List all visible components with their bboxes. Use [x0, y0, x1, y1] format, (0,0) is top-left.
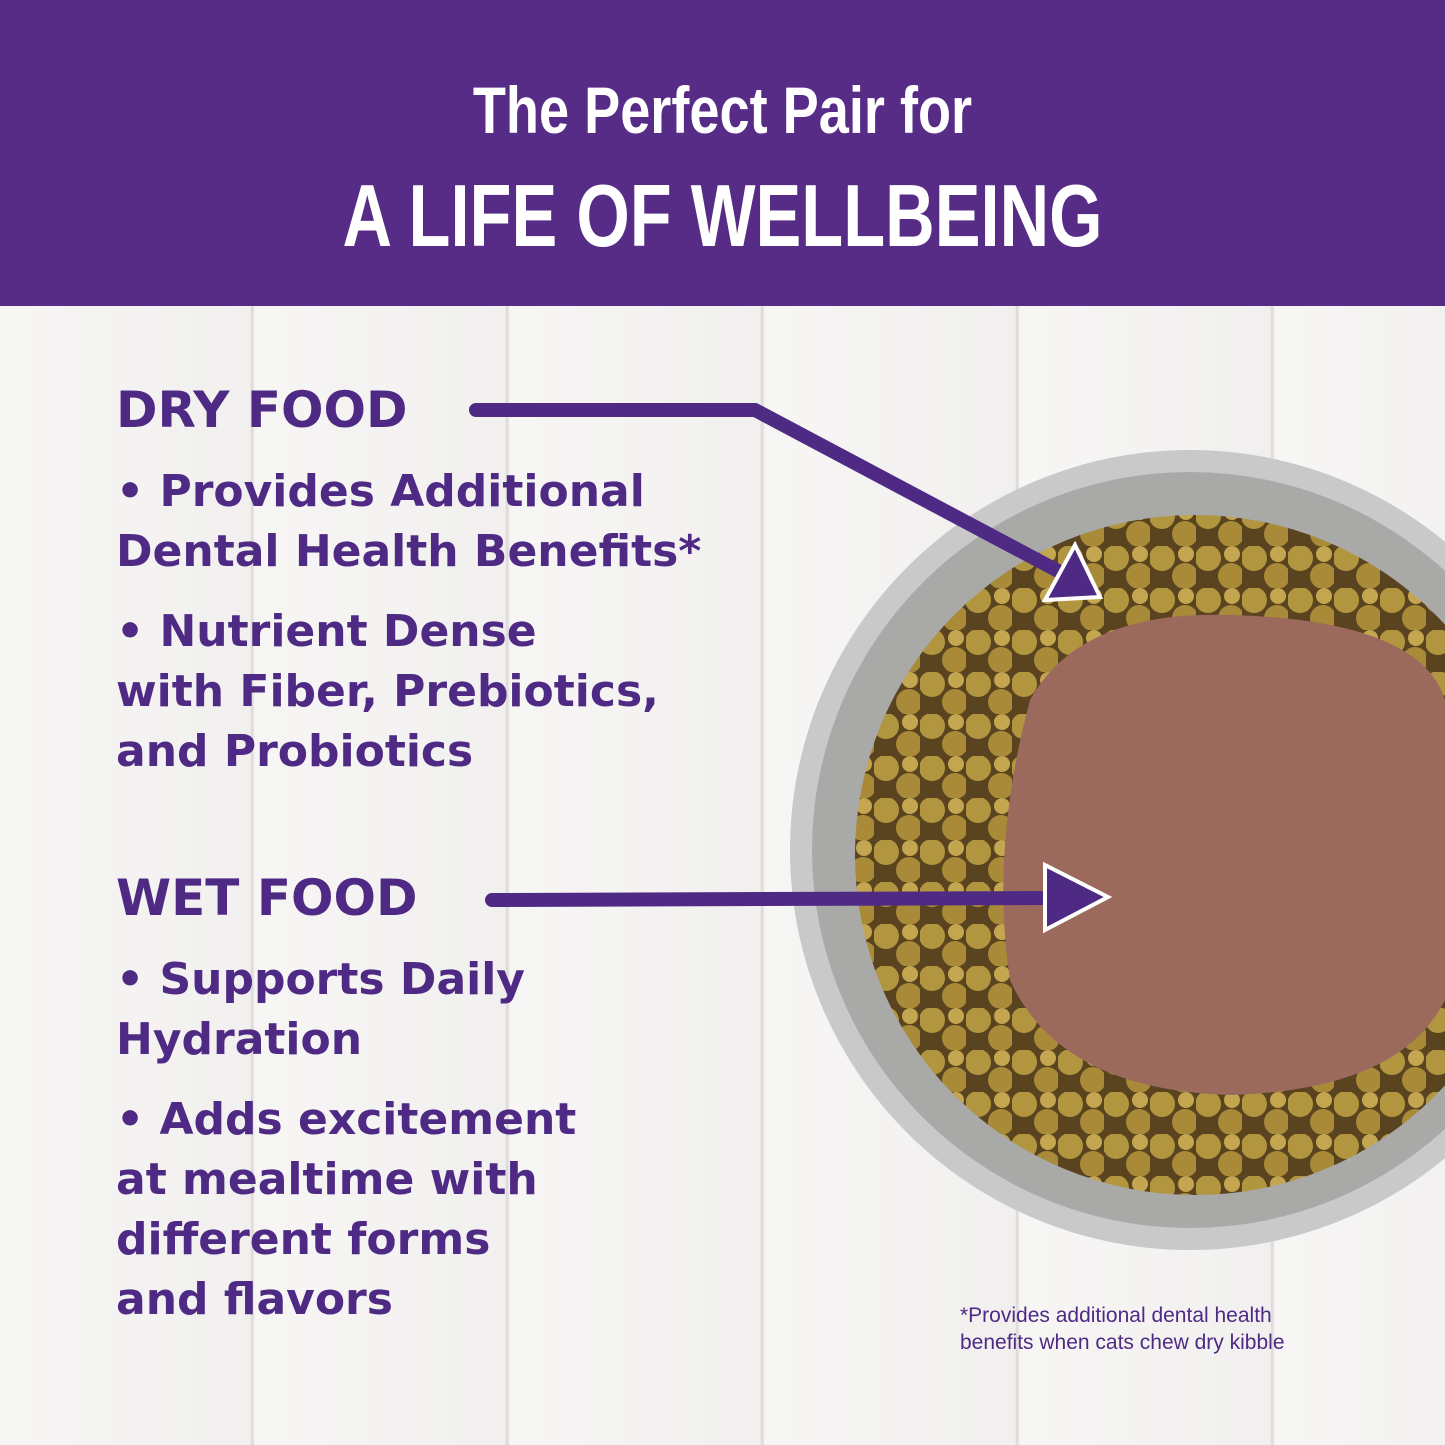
wet-food: [1003, 614, 1445, 1095]
dry-bullet-line: and Probiotics: [116, 726, 474, 777]
footnote-line: benefits when cats chew dry kibble: [960, 1331, 1285, 1354]
dry-arrowhead-icon: [1041, 540, 1104, 603]
wet-bullet-line: Hydration: [116, 1014, 363, 1065]
dry-bullet-line: • Provides Additional: [116, 466, 645, 517]
footnote-line: *Provides additional dental health: [960, 1304, 1272, 1327]
dry-bullet-line: • Nutrient Dense: [116, 606, 537, 657]
dry-bullet-line: with Fiber, Prebiotics,: [116, 666, 659, 717]
dry-food-title: DRY FOOD: [116, 381, 408, 439]
dry-bullet-line: Dental Health Benefits*: [116, 526, 702, 577]
wet-bullet-line: different forms: [116, 1214, 491, 1265]
wet-bullet-line: • Supports Daily: [116, 954, 525, 1005]
wet-arrowhead-icon: [1043, 861, 1113, 934]
wet-food-section: WET FOOD • Supports Daily Hydration • Ad…: [116, 868, 576, 1330]
headline-line2: A LIFE OF WELLBEING: [342, 166, 1103, 265]
header-banner: The Perfect Pair for A LIFE OF WELLBEING: [0, 0, 1445, 306]
headline-line1: The Perfect Pair for: [472, 73, 973, 147]
footnote: *Provides additional dental health benef…: [960, 1302, 1285, 1356]
wet-bullet-line: and flavors: [116, 1274, 393, 1325]
wet-arrow-line: [485, 891, 1057, 907]
dry-arrow-line: [469, 403, 1067, 579]
wet-bullet-line: • Adds excitement: [116, 1094, 577, 1145]
dry-food-section: DRY FOOD • Provides Additional Dental He…: [116, 380, 701, 782]
wet-food-title: WET FOOD: [116, 869, 418, 927]
wet-bullet-line: at mealtime with: [116, 1154, 538, 1205]
